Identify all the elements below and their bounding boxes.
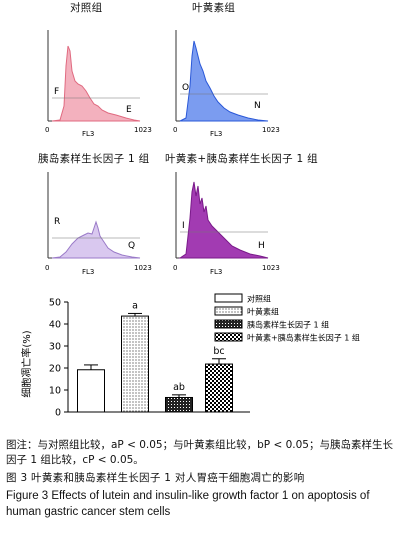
panel-4-histogram: 89 I H 0 FL3 1023 — [158, 172, 280, 276]
panel-1-xmax: 1023 — [134, 126, 152, 134]
figure-title-cn: 图 3 叶黄素和胰岛素样生长因子 1 对人胃癌干细胞凋亡的影响 — [6, 472, 305, 484]
legend-swatch — [214, 319, 243, 329]
panel-1-ymax: 129 — [30, 35, 32, 50]
panel-4-xmax: 1023 — [262, 264, 280, 272]
panel-2-title: 叶黄素组 — [192, 2, 236, 14]
bars: a ab bc — [77, 300, 233, 413]
figure-title-en: Figure 3 Effects of lutein and insulin-l… — [6, 490, 370, 518]
panel-4-curve — [178, 181, 269, 259]
panel-1-curve — [51, 45, 141, 122]
panel-3-title: 胰岛素样生长因子 1 组 — [38, 153, 150, 165]
bar — [205, 363, 233, 413]
figure-note-text: 图注：与对照组比较，aP < 0.05；与叶黄素组比较，bP < 0.05；与胰… — [6, 439, 393, 466]
bar — [121, 315, 149, 413]
panel-4-xlabel: FL3 — [210, 268, 222, 276]
bar — [165, 396, 193, 413]
panel-1-gate-right: E — [126, 105, 132, 115]
legend-swatch — [214, 293, 243, 303]
legend-label: 对照组 — [247, 294, 271, 304]
y-axis-label: 细胞凋亡率(%) — [20, 330, 33, 397]
panel-4-gate-left: I — [182, 221, 185, 231]
y-tick-label: 20 — [49, 364, 61, 375]
legend-swatch — [214, 332, 243, 342]
panel-2-histogram: 85 O N 0 FL3 1023 — [158, 30, 280, 138]
panel-3-curve — [51, 220, 141, 259]
panel-2-curve — [179, 40, 269, 122]
panel-3-xlabel: FL3 — [82, 268, 94, 276]
panel-3-x0: 0 — [45, 264, 49, 272]
y-tick-label: 50 — [49, 298, 61, 309]
significance-label: a — [132, 300, 138, 311]
panel-2-xlabel: FL3 — [210, 130, 222, 138]
legend-label: 胰岛素样生长因子 1 组 — [247, 320, 329, 330]
y-tick-label: 40 — [49, 320, 61, 331]
panel-2-ymax: 85 — [158, 40, 160, 50]
apoptosis-bar-chart: 细胞凋亡率(%) 0 10 20 30 40 50 a ab bc 对照组叶黄素组胰岛素样生长… — [20, 293, 360, 419]
panel-3-gate-left: R — [54, 217, 60, 227]
legend-label: 叶黄素组 — [247, 307, 279, 317]
significance-label: ab — [173, 382, 185, 393]
panel-2-xmax: 1023 — [262, 126, 280, 134]
y-tick-label: 10 — [49, 386, 61, 397]
legend-swatch — [214, 306, 243, 316]
panel-2-x0: 0 — [173, 126, 177, 134]
y-tick-label: 0 — [55, 408, 61, 419]
panel-4-title: 叶黄素+胰岛素样生长因子 1 组 — [165, 153, 318, 165]
panel-4-ymax: 89 — [158, 182, 160, 192]
panel-3-histogram: 157 R Q 0 FL3 1023 — [30, 172, 152, 276]
panel-1-x0: 0 — [45, 126, 49, 134]
bar — [77, 369, 105, 413]
panel-4-gate-right: H — [258, 241, 265, 251]
figure-note: 图注：与对照组比较，aP < 0.05；与叶黄素组比较，bP < 0.05；与胰… — [6, 438, 398, 468]
legend-label: 叶黄素+胰岛素样生长因子 1 组 — [247, 333, 360, 343]
panel-1-xlabel: FL3 — [82, 130, 94, 138]
panel-3-xmax: 1023 — [134, 264, 152, 272]
panel-1-histogram: 129 F E 0 FL3 1023 — [30, 30, 152, 138]
panel-1-title: 对照组 — [70, 2, 103, 14]
panel-2-gate-right: N — [254, 101, 261, 111]
panel-3-ymax: 157 — [30, 177, 32, 192]
panel-3-gate-right: Q — [128, 241, 135, 251]
significance-label: bc — [213, 346, 224, 357]
panel-2-gate-left: O — [182, 83, 189, 93]
panel-4-x0: 0 — [173, 264, 177, 272]
y-tick-label: 30 — [49, 342, 61, 353]
panel-1-gate-left: F — [54, 87, 59, 97]
